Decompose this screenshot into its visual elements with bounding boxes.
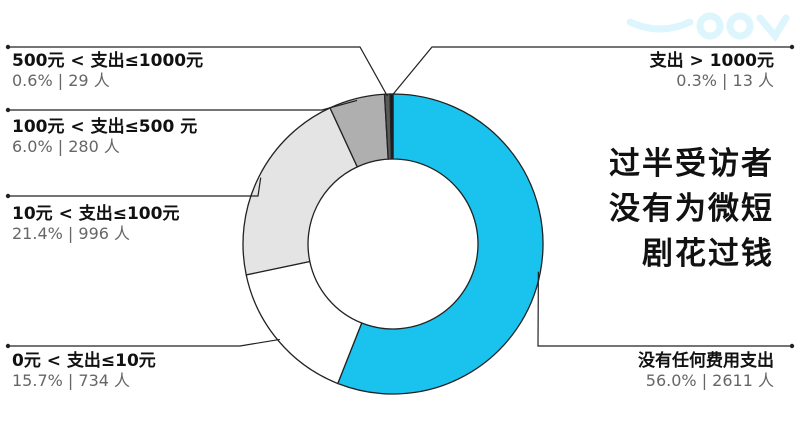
label-over-1000: 支出 > 1000元 0.3% | 13 人 <box>649 51 774 90</box>
label-name: 100元 < 支出≤500 元 <box>12 117 198 137</box>
label-stat: 21.4% | 996 人 <box>12 223 131 243</box>
leader-line-3 <box>8 99 358 111</box>
donut-slice-2 <box>242 107 359 276</box>
label-0-10: 0元 < 支出≤10元 15.7% | 734 人 <box>12 351 156 390</box>
label-name: 0元 < 支出≤10元 <box>12 351 156 371</box>
label-stat: 6.0% | 280 人 <box>12 136 120 156</box>
label-100-500: 100元 < 支出≤500 元 6.0% | 280 人 <box>12 117 198 156</box>
leader-line-0 <box>537 271 792 347</box>
leader-line-2 <box>8 177 262 197</box>
leader-dot-1 <box>5 343 11 349</box>
donut-slice-1 <box>245 260 363 385</box>
label-name: 10元 < 支出≤100元 <box>12 204 180 224</box>
label-name: 500元 < 支出≤1000元 <box>12 51 204 71</box>
leader-line-1 <box>8 338 280 347</box>
label-name: 没有任何费用支出 <box>638 351 774 371</box>
label-name: 支出 > 1000元 <box>649 51 774 71</box>
label-no-spend: 没有任何费用支出 56.0% | 2611 人 <box>638 351 774 390</box>
leader-line-4 <box>8 46 388 97</box>
leader-dot-3 <box>5 107 11 113</box>
label-stat: 15.7% | 734 人 <box>12 370 131 390</box>
headline: 过半受访者 没有为微短 剧花过钱 <box>609 142 774 277</box>
donut-slice-5 <box>389 93 394 160</box>
leader-dot-5 <box>789 44 795 50</box>
headline-line-1: 过半受访者 <box>609 146 774 182</box>
leader-line-5 <box>391 46 792 97</box>
headline-line-2: 没有为微短 <box>609 190 774 227</box>
label-500-1000: 500元 < 支出≤1000元 0.6% | 29 人 <box>12 51 204 90</box>
leader-dot-4 <box>5 44 11 50</box>
headline-line-3: 剧花过钱 <box>642 235 774 272</box>
leader-dot-0 <box>789 343 795 349</box>
corner-decoration-icon <box>626 12 790 42</box>
label-stat: 56.0% | 2611 人 <box>645 370 774 390</box>
leader-dot-2 <box>5 193 11 199</box>
label-10-100: 10元 < 支出≤100元 21.4% | 996 人 <box>12 204 180 243</box>
donut-slice-0 <box>336 93 544 395</box>
label-stat: 0.6% | 29 人 <box>12 70 110 90</box>
label-stat: 0.3% | 13 人 <box>676 70 774 90</box>
